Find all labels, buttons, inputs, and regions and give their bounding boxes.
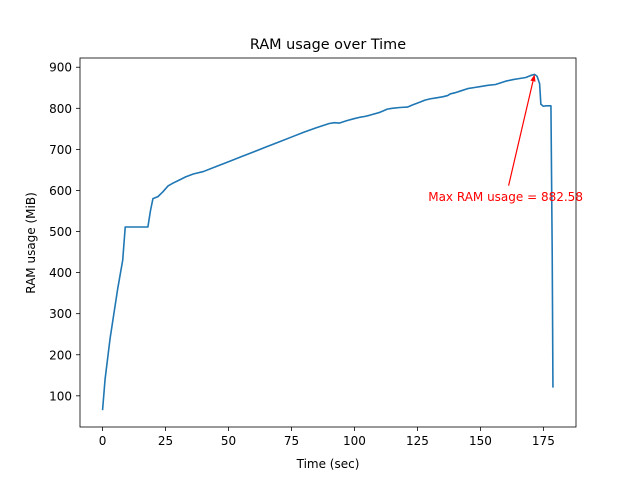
annotation-arrow [508,81,534,186]
y-tick-label: 600 [49,184,72,198]
x-axis-ticks: 0 25 50 75 100 125 150 175 [99,427,555,448]
max-annotation: Max RAM usage = 882.58 [428,74,583,204]
x-tick-label: 175 [532,434,555,448]
x-tick-label: 100 [343,434,366,448]
chart-title: RAM usage over Time [250,37,406,53]
x-tick-label: 125 [406,434,429,448]
x-tick-label: 75 [284,434,299,448]
y-axis-ticks: 100 200 300 400 500 600 700 800 900 [49,61,80,403]
y-tick-label: 700 [49,143,72,157]
x-tick-label: 0 [99,434,107,448]
y-tick-label: 400 [49,266,72,280]
y-tick-label: 500 [49,225,72,239]
y-tick-label: 200 [49,348,72,362]
y-tick-label: 900 [49,61,72,75]
y-axis-label: RAM usage (MiB) [24,192,38,294]
x-tick-label: 50 [221,434,236,448]
annotation-arrow-head [530,74,536,82]
y-tick-label: 800 [49,102,72,116]
plot-frame [79,57,577,428]
y-tick-label: 100 [49,389,72,403]
chart-marks [101,73,554,411]
annotation-label: Max RAM usage = 882.58 [428,190,583,204]
ram-usage-series-line [101,73,554,411]
x-tick-label: 150 [469,434,492,448]
x-tick-label: 25 [158,434,173,448]
x-axis-label: Time (sec) [296,457,360,471]
y-tick-label: 300 [49,307,72,321]
